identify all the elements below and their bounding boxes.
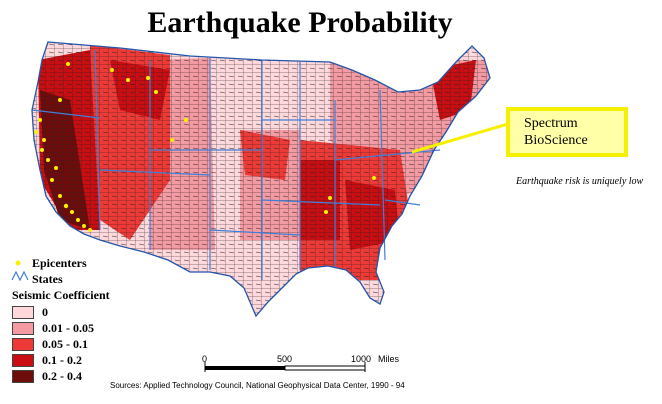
legend-label-0: 0 [42, 305, 48, 319]
scale-bar [204, 362, 366, 372]
scale-tick-500: 500 [277, 354, 293, 364]
sources-credit: Sources: Applied Technology Council, Nat… [110, 381, 405, 390]
legend-states: States [32, 272, 63, 286]
legend-swatch-3 [12, 354, 34, 367]
legend-epicenters: Epicenters [32, 256, 87, 270]
epicenter-points [34, 62, 376, 232]
legend-label-4: 0.2 - 0.4 [42, 369, 82, 383]
legend-swatch-2 [12, 338, 34, 351]
spectrum-bioscience-callout: Spectrum BioScience [506, 107, 628, 157]
scale-tick-1000: 1000 [351, 354, 372, 364]
map-title: Earthquake Probability [147, 6, 453, 39]
legend-label-3: 0.1 - 0.2 [42, 353, 82, 367]
risk-note: Earthquake risk is uniquely low [516, 176, 644, 187]
state-boundaries [31, 49, 441, 280]
state-legend-icon [11, 270, 29, 282]
legend-label-2: 0.05 - 0.1 [42, 337, 88, 351]
epicenter-legend-icon [15, 260, 21, 266]
legend-swatch-0 [12, 306, 34, 319]
legend-swatch-1 [12, 322, 34, 335]
callout-pointer [411, 122, 509, 154]
callout-line-2: BioScience [524, 133, 588, 148]
scale-unit: Miles [378, 354, 400, 364]
scale-tick-0: 0 [202, 354, 208, 364]
callout-line-1: Spectrum [524, 116, 578, 131]
legend-label-1: 0.01 - 0.05 [42, 321, 94, 335]
legend-heading: Seismic Coefficient [12, 288, 110, 302]
legend-swatch-4 [12, 370, 34, 383]
